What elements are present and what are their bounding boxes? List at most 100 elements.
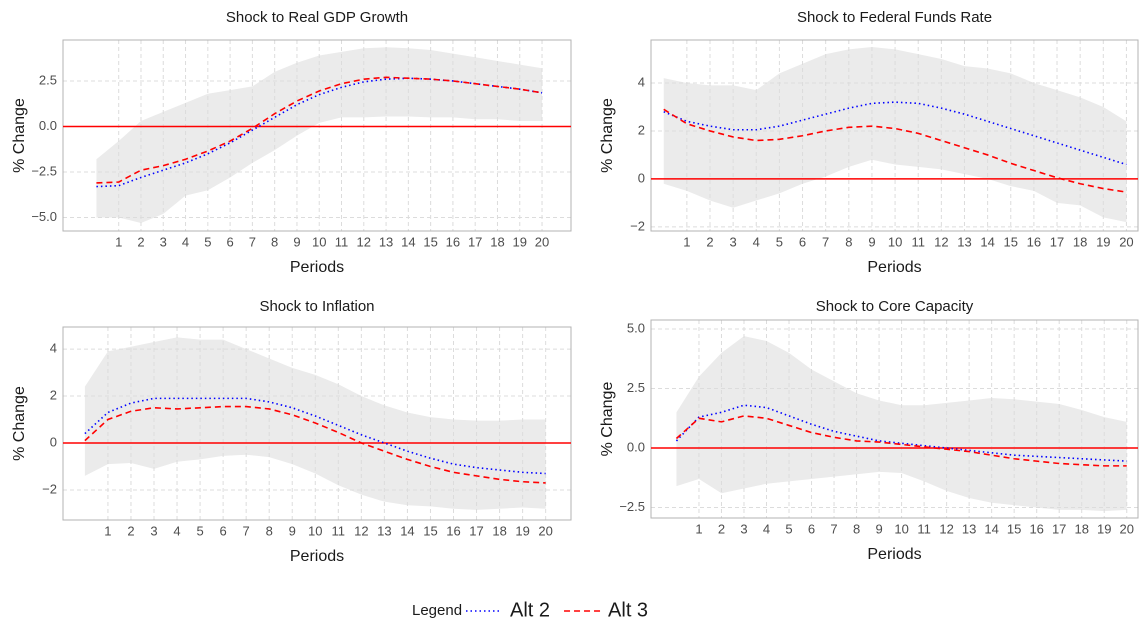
- x-tick-label: 14: [980, 234, 994, 249]
- x-tick-label: 19: [1096, 234, 1110, 249]
- x-tick-label: 11: [917, 521, 931, 536]
- series-line: [84, 405, 546, 484]
- y-tick-label: −2: [630, 218, 645, 233]
- legend-title: Legend: [412, 602, 462, 619]
- y-tick-label: 4: [638, 74, 645, 89]
- y-tick-label: 2: [50, 387, 57, 402]
- x-tick-label: 6: [226, 234, 233, 249]
- x-tick-label: 3: [740, 521, 747, 536]
- x-tick-label: 16: [446, 234, 460, 249]
- x-tick-label: 13: [379, 234, 393, 249]
- x-tick-label: 18: [492, 523, 506, 538]
- y-tick-label: 0: [50, 434, 57, 449]
- x-tick-label: 10: [312, 234, 326, 249]
- series-line: [663, 108, 1127, 193]
- y-axis-label: % Change: [599, 382, 616, 457]
- x-tick-label: 7: [822, 234, 829, 249]
- y-tick-label: 4: [50, 341, 57, 356]
- x-tick-label: 5: [204, 234, 211, 249]
- y-tick-label: −5.0: [31, 209, 57, 224]
- panel: −2.50.02.55.01 2 3 4 5 6 7 8 9 10 11 12 13 14 15 16 17 18…: [599, 298, 1139, 563]
- x-tick-label: 10: [888, 234, 902, 249]
- x-tick-label: 8: [845, 234, 852, 249]
- x-tick-label: 16: [1027, 234, 1041, 249]
- chart-title: Shock to Federal Funds Rate: [797, 9, 992, 26]
- series-line: [96, 77, 543, 188]
- x-tick-label: 20: [1120, 521, 1134, 536]
- series-line: [84, 397, 546, 475]
- x-tick-label: 13: [962, 521, 976, 536]
- x-tick-label: 12: [357, 234, 371, 249]
- y-tick-label: 2.5: [39, 72, 57, 87]
- x-tick-label: 8: [853, 521, 860, 536]
- y-tick-label: 2.5: [627, 380, 645, 395]
- x-tick-label: 5: [785, 521, 792, 536]
- series-line: [675, 415, 1127, 467]
- x-tick-label: 8: [266, 523, 273, 538]
- x-tick-label: 9: [289, 523, 296, 538]
- x-tick-label: 2: [137, 234, 144, 249]
- x-tick-label: 15: [423, 234, 437, 249]
- x-tick-label: 4: [763, 521, 770, 536]
- x-tick-label: 13: [957, 234, 971, 249]
- x-tick-label: 6: [799, 234, 806, 249]
- x-axis-label: Periods: [867, 546, 921, 563]
- chart-title: Shock to Real GDP Growth: [226, 9, 408, 26]
- series-line: [663, 101, 1127, 166]
- x-tick-label: 11: [911, 234, 925, 249]
- legend-label: Alt 3: [608, 599, 648, 621]
- x-tick-label: 4: [173, 523, 180, 538]
- x-tick-label: 1: [115, 234, 122, 249]
- panel: −5.0−2.50.02.51 2 3 4 5 6 7 8 9 10 11 12 13 14 15 16 17 1…: [11, 9, 572, 276]
- x-tick-label: 2: [706, 234, 713, 249]
- x-axis-label: Periods: [867, 259, 921, 276]
- x-tick-label: 2: [127, 523, 134, 538]
- series-line: [96, 76, 543, 184]
- x-tick-label: 6: [808, 521, 815, 536]
- x-tick-label: 6: [220, 523, 227, 538]
- x-tick-label: 5: [196, 523, 203, 538]
- x-tick-label: 12: [354, 523, 368, 538]
- y-tick-label: 0: [638, 170, 645, 185]
- x-tick-label: 2: [718, 521, 725, 536]
- x-tick-label: 9: [875, 521, 882, 536]
- x-tick-label: 8: [271, 234, 278, 249]
- x-tick-label: 11: [332, 523, 346, 538]
- x-tick-label: 7: [243, 523, 250, 538]
- x-tick-label: 20: [1119, 234, 1133, 249]
- x-tick-label: 14: [401, 234, 415, 249]
- y-tick-label: 0.0: [39, 118, 57, 133]
- x-tick-label: 1: [683, 234, 690, 249]
- x-tick-label: 3: [160, 234, 167, 249]
- plot-border: [650, 319, 1139, 519]
- x-axis-label: Periods: [290, 259, 344, 276]
- x-tick-label: 13: [377, 523, 391, 538]
- x-tick-label: 4: [753, 234, 760, 249]
- x-tick-label: 3: [730, 234, 737, 249]
- x-tick-label: 12: [939, 521, 953, 536]
- x-tick-label: 20: [535, 234, 549, 249]
- y-axis-label: % Change: [11, 386, 28, 461]
- y-tick-label: −2: [42, 481, 57, 496]
- x-tick-label: 16: [446, 523, 460, 538]
- x-tick-label: 1: [695, 521, 702, 536]
- y-tick-label: −2.5: [31, 163, 57, 178]
- x-tick-label: 7: [830, 521, 837, 536]
- y-tick-label: −2.5: [619, 499, 645, 514]
- chart-title: Shock to Core Capacity: [816, 298, 974, 315]
- x-tick-label: 19: [1097, 521, 1111, 536]
- y-axis-label: % Change: [599, 98, 616, 173]
- x-tick-label: 18: [1073, 234, 1087, 249]
- y-axis-label: % Change: [11, 98, 28, 173]
- x-tick-label: 12: [934, 234, 948, 249]
- x-tick-label: 10: [894, 521, 908, 536]
- x-tick-label: 11: [335, 234, 349, 249]
- x-tick-label: 14: [984, 521, 998, 536]
- x-tick-label: 18: [1074, 521, 1088, 536]
- chart-title: Shock to Inflation: [259, 298, 374, 315]
- x-tick-label: 9: [868, 234, 875, 249]
- legend: Legend Alt 2 Alt 3: [412, 599, 648, 621]
- x-tick-label: 19: [515, 523, 529, 538]
